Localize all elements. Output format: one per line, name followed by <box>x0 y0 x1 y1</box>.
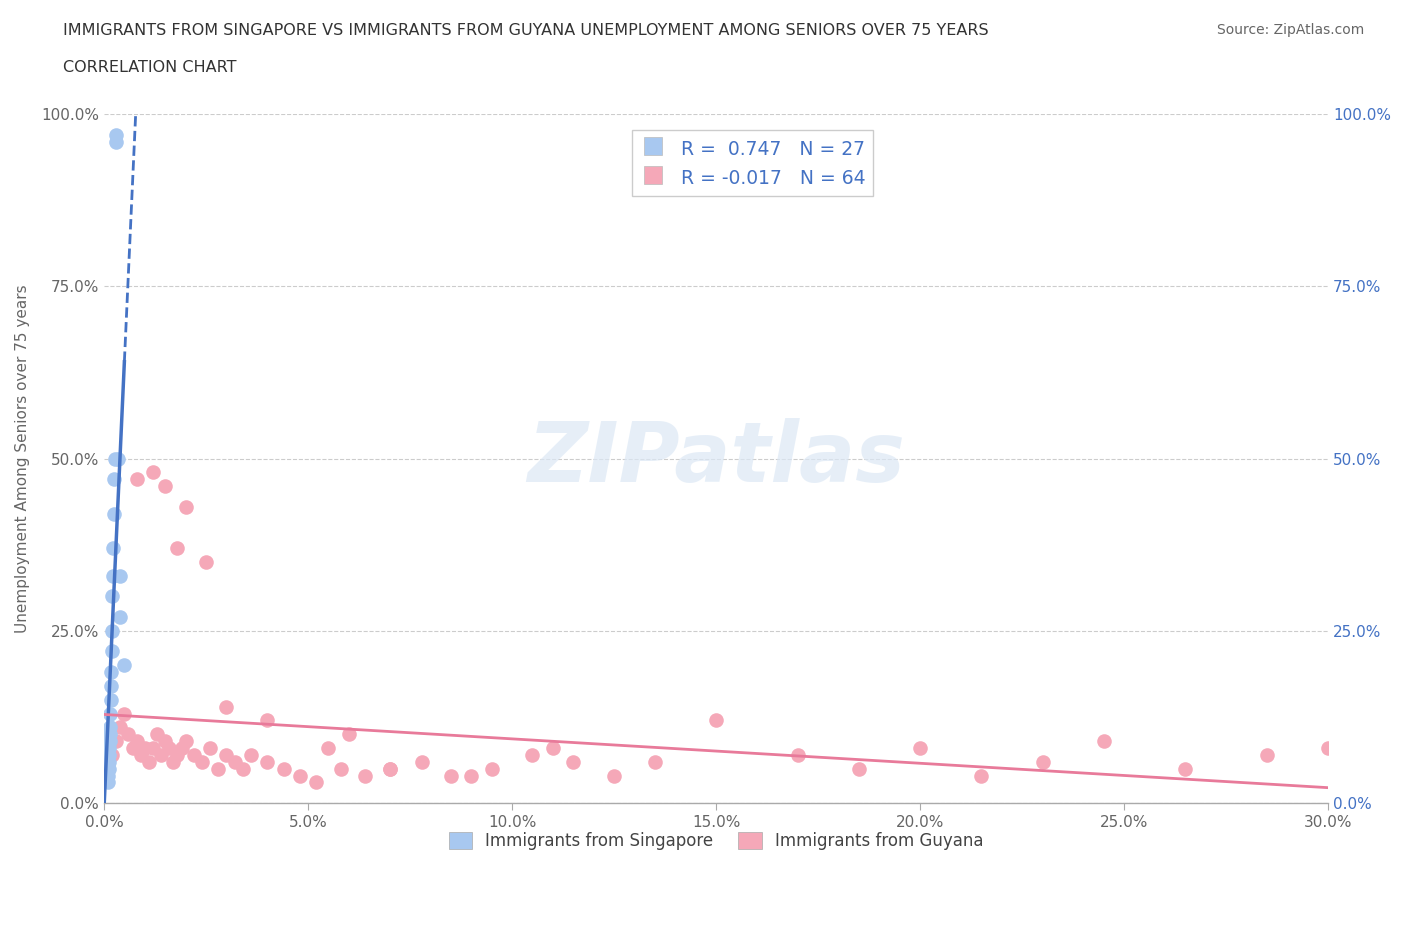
Point <box>142 740 165 755</box>
Point <box>101 623 124 638</box>
Point <box>125 472 148 486</box>
Point <box>98 734 121 749</box>
Point <box>603 768 626 783</box>
Point <box>273 761 295 776</box>
Point <box>786 748 808 763</box>
Point <box>174 499 197 514</box>
Point <box>101 589 124 604</box>
Point <box>103 506 125 521</box>
Point <box>207 761 229 776</box>
Point <box>562 754 585 769</box>
Point <box>134 740 156 755</box>
Point <box>98 706 121 721</box>
Point <box>97 761 120 776</box>
Point <box>101 748 124 763</box>
Point <box>256 754 278 769</box>
Point <box>224 754 246 769</box>
Point <box>97 775 120 790</box>
Point <box>121 740 143 755</box>
Point <box>411 754 433 769</box>
Point <box>110 609 132 624</box>
Point <box>239 748 262 763</box>
Point <box>98 720 121 735</box>
Point <box>105 134 128 149</box>
Point <box>166 540 188 555</box>
Point <box>305 775 328 790</box>
Point <box>644 754 666 769</box>
Point <box>215 699 238 714</box>
Point <box>98 748 121 763</box>
Point <box>183 748 205 763</box>
Point <box>198 740 221 755</box>
Point <box>110 568 132 583</box>
Point <box>98 726 121 741</box>
Text: IMMIGRANTS FROM SINGAPORE VS IMMIGRANTS FROM GUYANA UNEMPLOYMENT AMONG SENIORS O: IMMIGRANTS FROM SINGAPORE VS IMMIGRANTS … <box>63 23 988 38</box>
Text: Source: ZipAtlas.com: Source: ZipAtlas.com <box>1216 23 1364 37</box>
Point <box>157 740 180 755</box>
Point <box>195 554 218 569</box>
Point <box>288 768 311 783</box>
Point <box>125 734 148 749</box>
Point <box>170 740 193 755</box>
Point <box>110 720 132 735</box>
Point <box>440 768 463 783</box>
Point <box>105 127 128 142</box>
Point <box>142 465 165 480</box>
Point <box>97 768 120 783</box>
Point <box>97 754 120 769</box>
Point <box>166 748 188 763</box>
Point <box>329 761 352 776</box>
Point <box>1174 761 1197 776</box>
Point <box>100 665 122 680</box>
Point <box>970 768 993 783</box>
Point <box>103 472 125 486</box>
Point <box>1317 740 1340 755</box>
Point <box>117 726 139 741</box>
Y-axis label: Unemployment Among Seniors over 75 years: Unemployment Among Seniors over 75 years <box>15 285 30 632</box>
Point <box>481 761 503 776</box>
Point <box>138 754 160 769</box>
Point <box>378 761 401 776</box>
Point <box>174 734 197 749</box>
Point <box>98 740 121 755</box>
Point <box>337 726 360 741</box>
Point <box>704 713 727 728</box>
Point <box>100 644 122 659</box>
Point <box>100 692 122 707</box>
Point <box>112 658 135 672</box>
Point <box>232 761 254 776</box>
Point <box>1256 748 1278 763</box>
Point <box>1092 734 1115 749</box>
Point <box>215 748 238 763</box>
Point <box>848 761 870 776</box>
Point <box>103 540 125 555</box>
Point <box>378 761 401 776</box>
Point <box>150 748 173 763</box>
Point <box>541 740 564 755</box>
Point <box>153 734 176 749</box>
Point <box>153 479 176 494</box>
Point <box>162 754 184 769</box>
Point <box>101 568 124 583</box>
Point <box>104 451 127 466</box>
Point <box>105 734 128 749</box>
Point <box>908 740 931 755</box>
Point <box>256 713 278 728</box>
Point <box>146 726 169 741</box>
Point <box>460 768 482 783</box>
Point <box>129 748 152 763</box>
Point <box>191 754 214 769</box>
Point <box>112 706 135 721</box>
Point <box>100 679 122 694</box>
Point <box>107 451 129 466</box>
Legend: Immigrants from Singapore, Immigrants from Guyana: Immigrants from Singapore, Immigrants fr… <box>441 825 990 857</box>
Text: ZIPatlas: ZIPatlas <box>527 418 905 499</box>
Point <box>522 748 544 763</box>
Text: CORRELATION CHART: CORRELATION CHART <box>63 60 236 75</box>
Point <box>354 768 377 783</box>
Point <box>1031 754 1053 769</box>
Point <box>318 740 340 755</box>
